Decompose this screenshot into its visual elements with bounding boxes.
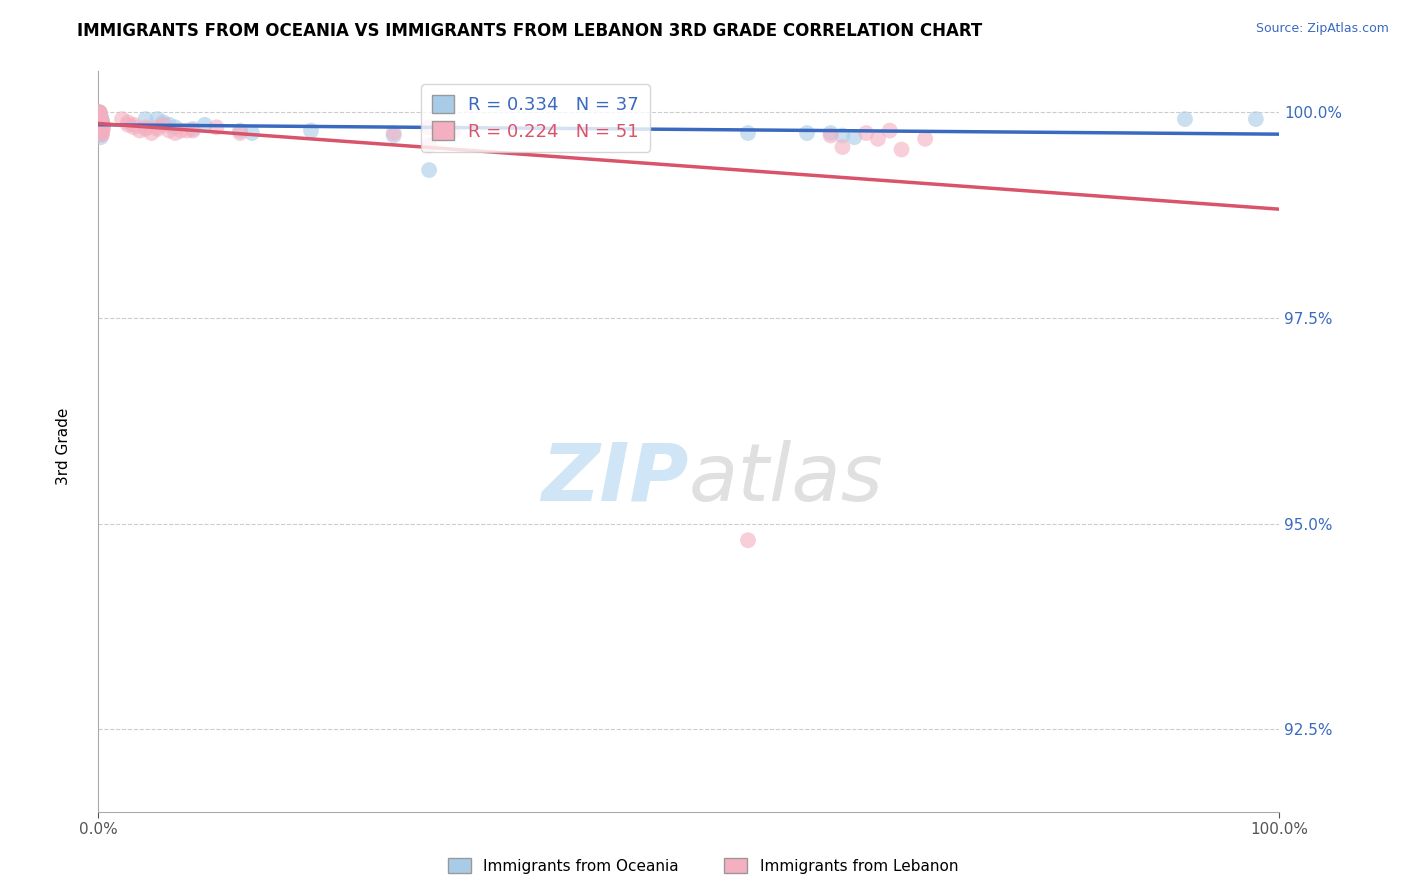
Point [1244, 112, 1267, 126]
Point [737, 126, 759, 140]
Text: IMMIGRANTS FROM OCEANIA VS IMMIGRANTS FROM LEBANON 3RD GRADE CORRELATION CHART: IMMIGRANTS FROM OCEANIA VS IMMIGRANTS FR… [77, 22, 983, 40]
Point [152, 115, 174, 129]
Point [141, 126, 163, 140]
Point [820, 128, 842, 143]
Point [91, 118, 114, 132]
Point [90, 112, 112, 126]
Point [194, 118, 217, 132]
Legend: R = 0.334   N = 37, R = 0.224   N = 51: R = 0.334 N = 37, R = 0.224 N = 51 [422, 84, 650, 152]
Point [382, 128, 405, 143]
Point [418, 120, 440, 135]
Point [111, 112, 134, 126]
Point [205, 120, 228, 135]
Point [89, 110, 111, 124]
Point [229, 123, 252, 137]
Point [157, 123, 180, 137]
Point [165, 126, 187, 140]
Point [90, 113, 112, 128]
Point [1174, 112, 1197, 126]
Point [135, 112, 157, 126]
Point [91, 126, 114, 140]
Point [89, 123, 111, 137]
Point [89, 118, 111, 132]
Point [91, 120, 114, 134]
Point [117, 118, 139, 132]
Point [146, 120, 169, 135]
Point [91, 122, 114, 136]
Point [879, 123, 901, 137]
Point [165, 120, 187, 135]
Point [87, 105, 110, 120]
Point [122, 120, 145, 135]
Point [831, 128, 853, 143]
Point [91, 115, 114, 129]
Point [89, 112, 111, 126]
Point [89, 105, 111, 120]
Point [299, 123, 322, 137]
Point [152, 118, 174, 132]
Point [831, 140, 853, 154]
Point [90, 130, 112, 145]
Text: atlas: atlas [689, 440, 884, 517]
Point [890, 143, 912, 157]
Text: ZIP: ZIP [541, 440, 689, 517]
Point [90, 112, 112, 126]
Point [91, 123, 114, 137]
Point [89, 105, 111, 120]
Point [820, 126, 842, 140]
Point [90, 112, 112, 126]
Point [418, 138, 440, 153]
Point [89, 113, 111, 128]
Point [90, 115, 112, 129]
Point [89, 110, 111, 124]
Point [89, 105, 111, 120]
Point [90, 128, 112, 142]
Point [91, 122, 114, 136]
Legend: Immigrants from Oceania, Immigrants from Lebanon: Immigrants from Oceania, Immigrants from… [441, 852, 965, 880]
Point [89, 126, 111, 140]
Point [89, 122, 111, 136]
Point [855, 126, 877, 140]
Text: 3rd Grade: 3rd Grade [56, 408, 70, 484]
Point [91, 113, 114, 128]
Point [128, 123, 150, 137]
Point [914, 132, 936, 146]
Point [90, 110, 112, 124]
Point [170, 123, 193, 137]
Point [229, 126, 252, 140]
Point [117, 115, 139, 129]
Point [87, 105, 110, 120]
Point [181, 123, 204, 137]
Point [122, 118, 145, 132]
Point [866, 132, 889, 146]
Point [441, 123, 464, 137]
Point [146, 122, 169, 136]
Point [240, 126, 263, 140]
Point [87, 105, 110, 120]
Text: Source: ZipAtlas.com: Source: ZipAtlas.com [1256, 22, 1389, 36]
Point [418, 163, 440, 178]
Point [89, 120, 111, 134]
Point [135, 122, 157, 136]
Point [91, 118, 114, 132]
Point [157, 118, 180, 132]
Point [382, 126, 405, 140]
Point [796, 126, 818, 140]
Point [89, 112, 111, 126]
Point [89, 113, 111, 128]
Point [91, 113, 114, 128]
Point [146, 112, 169, 126]
Point [87, 105, 110, 120]
Point [89, 105, 111, 120]
Point [844, 130, 866, 145]
Point [181, 122, 204, 136]
Point [135, 120, 157, 135]
Point [737, 533, 759, 548]
Point [91, 128, 114, 142]
Point [176, 123, 198, 137]
